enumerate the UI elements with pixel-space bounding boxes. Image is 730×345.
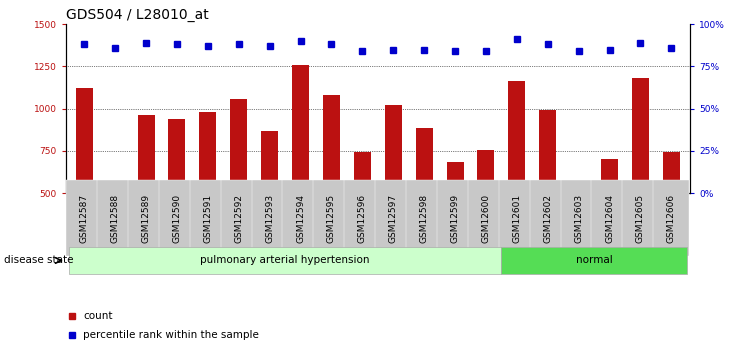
Text: GSM12597: GSM12597 — [388, 194, 398, 243]
Text: GSM12596: GSM12596 — [358, 194, 367, 243]
Text: count: count — [83, 311, 112, 321]
Text: pulmonary arterial hypertension: pulmonary arterial hypertension — [200, 256, 370, 265]
Bar — [76, 88, 93, 278]
Bar — [261, 131, 278, 278]
Bar — [137, 116, 155, 278]
Text: GSM12587: GSM12587 — [80, 194, 89, 243]
Bar — [601, 159, 618, 278]
Bar — [199, 112, 216, 278]
Bar — [354, 152, 371, 278]
Bar — [477, 150, 494, 278]
Bar — [508, 81, 526, 278]
Text: GSM12594: GSM12594 — [296, 194, 305, 243]
Text: GDS504 / L28010_at: GDS504 / L28010_at — [66, 8, 209, 22]
Bar — [230, 99, 247, 278]
Text: GSM12590: GSM12590 — [172, 194, 182, 243]
Text: percentile rank within the sample: percentile rank within the sample — [83, 330, 259, 339]
Bar — [447, 162, 464, 278]
Text: disease state: disease state — [4, 256, 73, 265]
Text: GSM12595: GSM12595 — [327, 194, 336, 243]
Bar — [570, 190, 587, 278]
Text: normal: normal — [576, 256, 612, 265]
Bar — [169, 119, 185, 278]
Text: GSM12589: GSM12589 — [142, 194, 150, 243]
Text: GSM12601: GSM12601 — [512, 194, 521, 243]
Text: GSM12600: GSM12600 — [481, 194, 491, 243]
Text: GSM12598: GSM12598 — [420, 194, 429, 243]
Text: GSM12602: GSM12602 — [543, 194, 552, 243]
Text: GSM12593: GSM12593 — [265, 194, 274, 243]
Bar — [663, 152, 680, 278]
Text: GSM12606: GSM12606 — [666, 194, 676, 243]
Bar — [632, 78, 649, 278]
Bar — [107, 181, 123, 278]
Bar — [385, 105, 402, 278]
Text: GSM12592: GSM12592 — [234, 194, 243, 243]
Text: GSM12605: GSM12605 — [636, 194, 645, 243]
Text: GSM12603: GSM12603 — [574, 194, 583, 243]
Bar — [292, 65, 309, 278]
Text: GSM12588: GSM12588 — [111, 194, 120, 243]
FancyBboxPatch shape — [502, 246, 687, 275]
Text: GSM12599: GSM12599 — [450, 194, 459, 243]
FancyBboxPatch shape — [69, 246, 502, 275]
Bar — [415, 128, 433, 278]
Text: GSM12604: GSM12604 — [605, 194, 614, 243]
Text: GSM12591: GSM12591 — [204, 194, 212, 243]
Bar — [323, 95, 340, 278]
Bar — [539, 110, 556, 278]
